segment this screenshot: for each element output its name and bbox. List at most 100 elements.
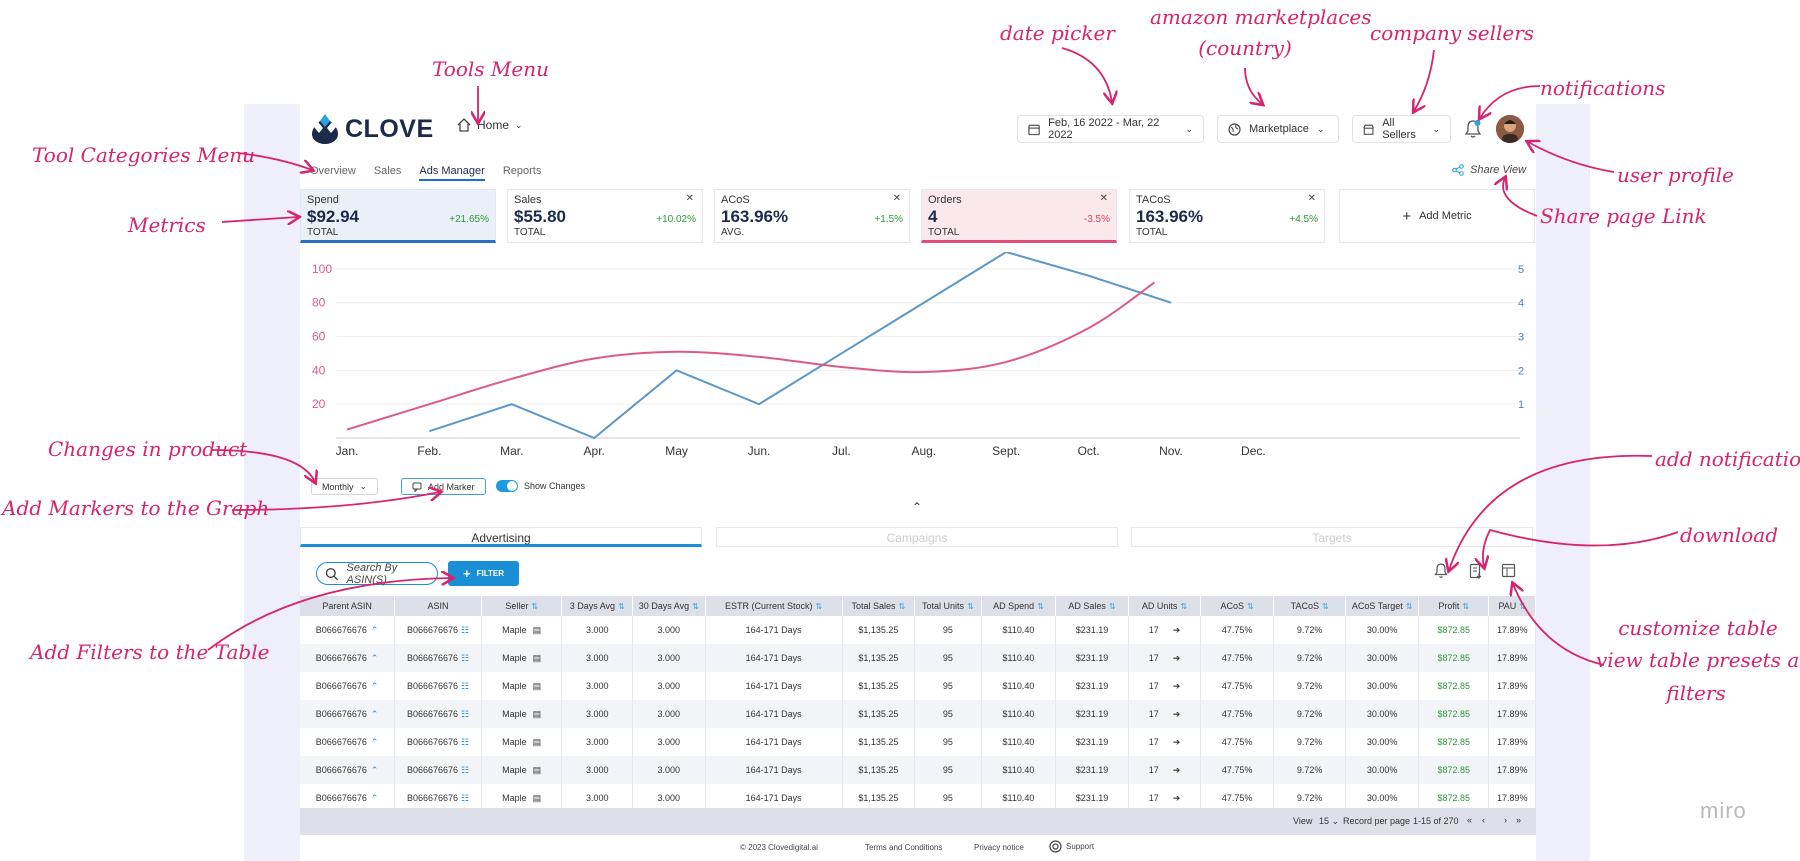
chevron-up-icon[interactable]: ⌃ [370,792,379,803]
table-row[interactable]: B066676676 ⌃ B066676676 ☷ Maple ▤ 3.000 3.000 16… [300,644,1536,672]
chevron-up-icon[interactable]: ⌃ [370,764,379,775]
column-header[interactable]: Total Units ⇅ [914,596,982,616]
table-row[interactable]: B066676676 ⌃ B066676676 ☷ Maple ▤ 3.000 3.000 16… [300,700,1536,728]
add-notification-button[interactable] [1434,563,1448,584]
table-row[interactable]: B066676676 ⌃ B066676676 ☷ Maple ▤ 3.000 3.000 16… [300,616,1536,644]
subtab-campaigns[interactable]: Campaigns [716,527,1118,547]
column-header[interactable]: AD Spend ⇅ [981,596,1057,616]
table-row[interactable]: B066676676 ⌃ B066676676 ☷ Maple ▤ 3.000 3.000 16… [300,728,1536,756]
tab-overview[interactable]: Overview [310,165,356,177]
clove-logo[interactable]: CLOVE [311,114,434,144]
subtab-targets[interactable]: Targets [1131,527,1533,547]
column-header[interactable]: 30 Days Avg ⇅ [632,596,706,616]
metric-card-tacos[interactable]: TACoS 163.96% TOTAL +4.5% ✕ [1129,189,1325,243]
footer-support-link[interactable]: Support [1049,840,1094,853]
sort-icon[interactable]: ⇅ [967,602,974,611]
last-page-icon[interactable]: » [1516,815,1522,825]
close-icon[interactable]: ✕ [1099,193,1108,204]
column-header[interactable]: ESTR (Current Stock) ⇅ [705,596,843,616]
column-header[interactable]: PAU ⇅ [1488,596,1536,616]
sort-icon[interactable]: ⇅ [531,602,539,611]
metric-card-acos[interactable]: ACoS 163.96% AVG. +1.5% ✕ [714,189,910,243]
column-header[interactable]: Parent ASIN [300,596,396,616]
asin-detail-icon[interactable]: ☷ [461,652,470,663]
sort-icon[interactable]: ⇅ [1037,602,1044,611]
first-page-icon[interactable]: « [1467,815,1473,825]
tab-sales[interactable]: Sales [373,165,402,177]
sort-icon[interactable]: ⇅ [1321,602,1329,611]
tab-reports[interactable]: Reports [502,165,542,177]
chevron-up-icon[interactable]: ⌃ [370,708,379,719]
arrow-circle-right-icon[interactable]: ➔ [1172,680,1181,691]
metric-card-orders[interactable]: Orders 4 TOTAL -3.5% ✕ [921,189,1117,243]
arrow-circle-right-icon[interactable]: ➔ [1172,792,1181,803]
seller-store-icon[interactable]: ▤ [532,624,542,635]
seller-store-icon[interactable]: ▤ [532,736,542,747]
add-metric-button[interactable]: + Add Metric [1339,189,1535,243]
sort-icon[interactable]: ⇅ [1246,602,1254,611]
sellers-select[interactable]: All Sellers ⌄ [1352,115,1451,143]
add-marker-button[interactable]: Add Marker [401,478,486,495]
close-icon[interactable]: ✕ [685,193,694,204]
prev-page-icon[interactable]: ‹ [1482,815,1485,825]
column-header[interactable]: AD Sales ⇅ [1055,596,1129,616]
arrow-circle-right-icon[interactable]: ➔ [1172,736,1181,747]
chevron-up-icon[interactable]: ⌃ [370,736,379,747]
column-header[interactable]: Profit ⇅ [1418,596,1490,616]
sort-icon[interactable]: ⇅ [1180,602,1188,611]
asin-detail-icon[interactable]: ☷ [461,680,470,691]
footer-terms-link[interactable]: Terms and Conditions [865,843,943,852]
close-icon[interactable]: ✕ [892,193,901,204]
sort-icon[interactable]: ⇅ [815,602,823,611]
chevron-up-icon[interactable]: ⌃ [370,652,379,663]
sort-icon[interactable]: ⇅ [898,602,906,611]
arrow-circle-right-icon[interactable]: ➔ [1172,624,1181,635]
column-header[interactable]: ASIN [394,596,482,616]
chevron-up-icon[interactable]: ⌃ [912,500,923,514]
tab-ads-manager[interactable]: Ads Manager [419,165,485,181]
arrow-circle-right-icon[interactable]: ➔ [1172,652,1181,663]
column-header[interactable]: AD Units ⇅ [1128,596,1202,616]
asin-detail-icon[interactable]: ☷ [461,736,470,747]
date-picker[interactable]: Feb, 16 2022 - Mar, 22 2022 ⌄ [1017,115,1204,143]
subtab-advertising[interactable]: Advertising [300,527,702,547]
seller-store-icon[interactable]: ▤ [532,764,542,775]
sort-icon[interactable]: ⇅ [1405,602,1413,611]
chevron-up-icon[interactable]: ⌃ [370,624,379,635]
granularity-select[interactable]: Monthly ⌄ [311,478,379,495]
metric-card-spend[interactable]: Spend $92.94 TOTAL +21.65% [300,189,496,243]
asin-detail-icon[interactable]: ☷ [461,764,470,775]
toggle-switch[interactable] [496,480,518,492]
column-header[interactable]: Total Sales ⇅ [842,596,916,616]
footer-privacy-link[interactable]: Privacy notice [974,843,1024,852]
arrow-circle-right-icon[interactable]: ➔ [1172,708,1181,719]
sort-icon[interactable]: ⇅ [618,602,625,611]
asin-search-input[interactable]: Search By ASIN(S) [316,562,438,586]
asin-detail-icon[interactable]: ☷ [461,708,470,719]
asin-detail-icon[interactable]: ☷ [461,624,470,635]
column-header[interactable]: TACoS ⇅ [1273,596,1347,616]
column-header[interactable]: Seller ⇅ [481,596,563,616]
column-header[interactable]: 3 Days Avg ⇅ [561,596,634,616]
marketplace-select[interactable]: Marketplace ⌄ [1217,115,1339,143]
sort-icon[interactable]: ⇅ [1108,602,1116,611]
table-row[interactable]: B066676676 ⌃ B066676676 ☷ Maple ▤ 3.000 3.000 16… [300,672,1536,700]
close-icon[interactable]: ✕ [1307,193,1316,204]
seller-store-icon[interactable]: ▤ [532,652,542,663]
customize-table-button[interactable] [1501,563,1516,583]
chevron-up-icon[interactable]: ⌃ [370,680,379,691]
asin-detail-icon[interactable]: ☷ [461,792,470,803]
next-page-icon[interactable]: › [1504,815,1507,825]
notifications-button[interactable] [1464,119,1482,144]
sort-icon[interactable]: ⇅ [1462,602,1470,611]
metric-card-sales[interactable]: Sales $55.80 TOTAL +10.02% ✕ [507,189,703,243]
download-button[interactable] [1469,563,1483,584]
seller-store-icon[interactable]: ▤ [532,680,542,691]
share-view-link[interactable]: Share View [1452,164,1526,176]
show-changes-toggle[interactable]: Show Changes [496,480,585,492]
arrow-circle-right-icon[interactable]: ➔ [1172,764,1181,775]
table-row[interactable]: B066676676 ⌃ B066676676 ☷ Maple ▤ 3.000 3.000 16… [300,756,1536,784]
sort-icon[interactable]: ⇅ [1519,602,1527,611]
filter-button[interactable]: + FILTER [448,561,519,586]
per-page-select[interactable]: 15 ⌄ [1319,816,1340,826]
